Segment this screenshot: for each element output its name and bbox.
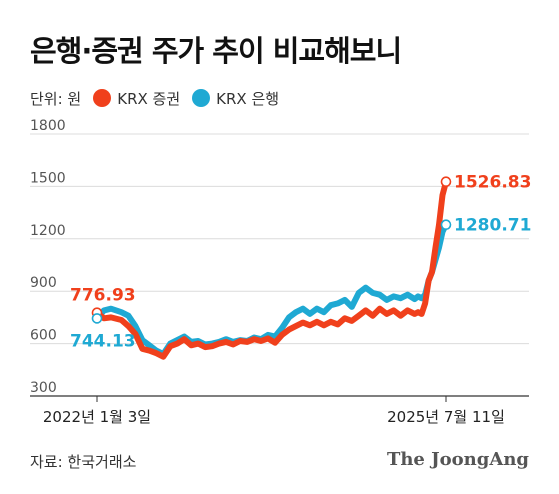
publisher-logo: The JoongAng [386,449,529,470]
label-layer: 300 600 900 1200 1500 1800 2022년 1월 3일 2025년 7월… [30,118,531,426]
y-tick-label-1200: 1200 [30,223,66,239]
legend-label-securities: KRX 증권 [117,89,181,108]
end-value-label-securities: 1526.83 [454,173,531,193]
y-tick-label-900: 900 [30,275,57,291]
legend-swatch-banks [192,89,211,107]
series-line-securities [94,178,449,360]
legend-item-securities: KRX 증권 [93,88,180,109]
endpoint-marker-banks-start [91,313,103,324]
legend-label-banks: KRX 은행 [216,89,280,108]
start-value-label-banks: 744.13 [70,331,136,351]
x-tick-label-1: 2025년 7월 11일 [387,408,505,426]
source-note: 자료: 한국거래소 [30,453,137,471]
legend: 단위: 원 KRX 증권 KRX 은행 [30,87,291,109]
chart-title: 은행·증권 주가 추이 비교해보니 [30,34,402,68]
x-tick-label-0: 2022년 1월 3일 [43,408,151,426]
legend-item-banks: KRX 은행 [192,88,279,109]
end-value-label-banks: 1280.71 [454,216,531,236]
y-tick-label-300: 300 [30,380,57,396]
endpoint-marker-securities-end [440,176,452,188]
y-tick-label-1500: 1500 [30,170,66,186]
series-layer [91,176,452,360]
legend-swatch-securities [93,89,112,107]
unit-label: 단위: 원 [30,89,82,108]
endpoint-marker-banks-end [440,219,452,231]
series-line-banks [94,221,449,358]
y-tick-label-1800: 1800 [30,118,66,134]
start-value-label-securities: 776.93 [70,286,136,306]
y-tick-label-600: 600 [30,328,57,344]
